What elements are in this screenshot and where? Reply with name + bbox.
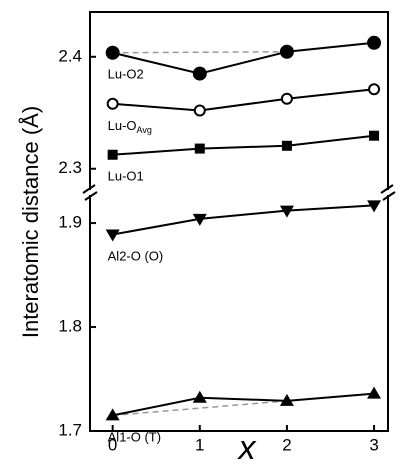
axis-break bbox=[82, 184, 98, 201]
data-point bbox=[279, 44, 294, 59]
series-line bbox=[112, 204, 375, 236]
series-line bbox=[112, 392, 375, 417]
series-label: Al1-O (T) bbox=[108, 430, 161, 445]
series-label: Al2-O (O) bbox=[108, 249, 164, 264]
data-point bbox=[192, 66, 207, 81]
y-tick-label: 2.4 bbox=[58, 46, 82, 65]
data-point bbox=[193, 104, 206, 117]
data-point bbox=[107, 149, 118, 160]
data-point bbox=[105, 408, 120, 421]
data-point bbox=[367, 386, 382, 399]
y-axis-label: Interatomic distance (Å) bbox=[18, 106, 43, 338]
data-point bbox=[106, 97, 119, 110]
x-tick-label: 3 bbox=[369, 435, 378, 454]
x-tick-label: 1 bbox=[195, 435, 204, 454]
y-tick-label: 1.9 bbox=[58, 213, 82, 232]
data-point bbox=[369, 130, 380, 141]
series-label-text: Lu-O bbox=[108, 118, 137, 133]
data-point bbox=[367, 35, 382, 50]
data-point bbox=[194, 143, 205, 154]
data-point bbox=[281, 140, 292, 151]
series-label-text: Al2-O (O) bbox=[108, 249, 164, 264]
data-point bbox=[279, 393, 294, 406]
data-point bbox=[280, 92, 293, 105]
x-tick-label: 2 bbox=[282, 435, 291, 454]
series-label-text: Lu-O1 bbox=[108, 169, 144, 184]
series-label-text: Lu-O2 bbox=[108, 67, 144, 82]
data-point bbox=[105, 45, 120, 60]
y-tick-label: 2.3 bbox=[58, 158, 82, 177]
data-point bbox=[367, 200, 382, 213]
data-point bbox=[105, 229, 120, 242]
x-tick-label: 0 bbox=[108, 435, 117, 454]
data-point bbox=[279, 205, 294, 218]
series-label: Lu-O2 bbox=[108, 67, 144, 82]
series-label-text: Al1-O (T) bbox=[108, 430, 161, 445]
data-point bbox=[192, 390, 207, 403]
series-line bbox=[112, 134, 375, 156]
data-point bbox=[368, 83, 381, 96]
series-label: Lu-O1 bbox=[108, 169, 144, 184]
axis-frame bbox=[89, 11, 389, 432]
data-point bbox=[192, 213, 207, 226]
series-line bbox=[112, 41, 375, 75]
series-label: Lu-OAvg bbox=[108, 118, 152, 135]
y-tick-label: 1.8 bbox=[58, 317, 82, 336]
dashed-link bbox=[112, 50, 287, 54]
dashed-link bbox=[112, 400, 287, 417]
y-tick-label: 1.7 bbox=[58, 420, 82, 439]
x-axis-label: x bbox=[237, 429, 257, 467]
series-line bbox=[112, 88, 375, 112]
axis-break bbox=[380, 184, 396, 201]
series-label-sub: Avg bbox=[137, 125, 152, 135]
